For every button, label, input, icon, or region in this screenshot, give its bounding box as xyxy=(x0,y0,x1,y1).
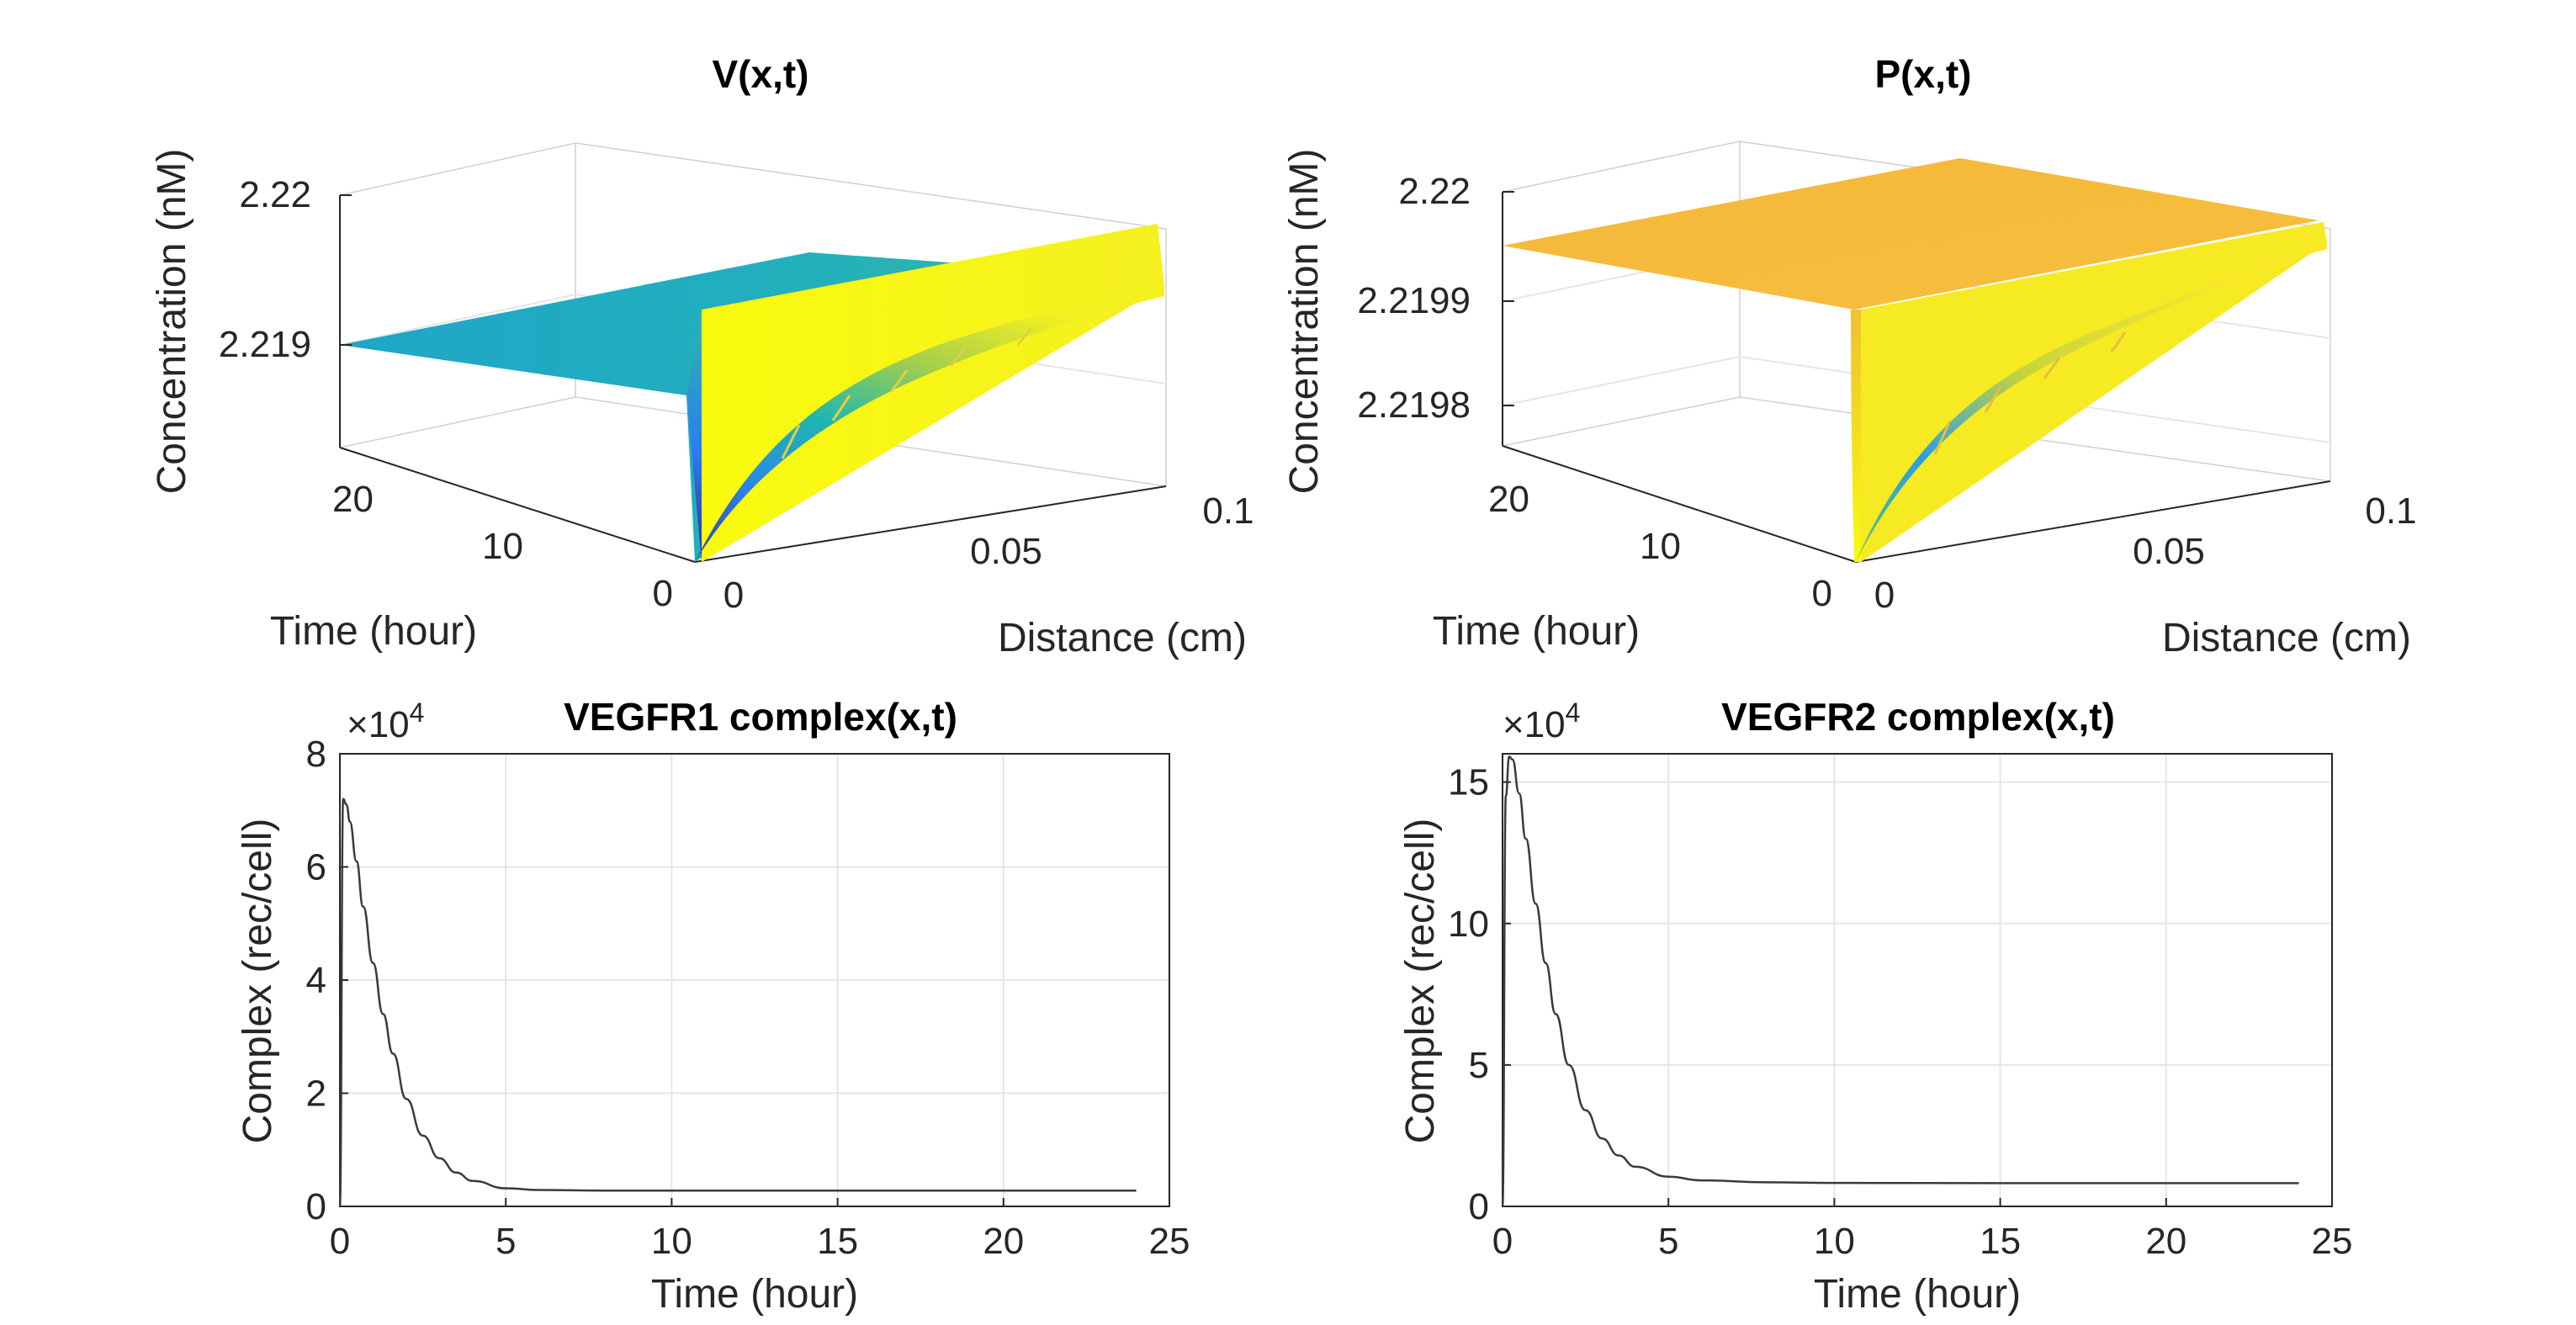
z-ticks: 2.22 2.219 xyxy=(219,174,352,365)
y-tick-label: 4 xyxy=(306,960,326,1001)
x-tick-label: 20 xyxy=(983,1221,1024,1262)
x-axis-label: Distance (cm) xyxy=(998,616,1247,660)
y-axis-label: Time (hour) xyxy=(270,609,477,654)
x-tick-label: 0.1 xyxy=(1202,490,1254,532)
line-chart-vegfr1: VEGFR1 complex(x,t) ×104 0 5 10 15 20 25 0246… xyxy=(236,695,1190,1317)
y-tick-label: 2 xyxy=(306,1073,326,1115)
plot-area xyxy=(1502,753,2333,1207)
x-tick-label: 15 xyxy=(1980,1221,2021,1262)
z-tick-label: 2.2198 xyxy=(1357,384,1471,426)
chart-title: VEGFR1 complex(x,t) xyxy=(564,695,957,739)
y-tick-label: 10 xyxy=(482,526,523,567)
x-ticks: 0 5 10 15 20 25 xyxy=(1492,1198,2353,1262)
x-tick-label: 0.05 xyxy=(970,531,1042,572)
y-tick-label: 0 xyxy=(306,1186,326,1227)
y-axis-label: Complex (rec/cell) xyxy=(236,819,280,1144)
x-tick-label: 0 xyxy=(1874,575,1895,616)
surface-plateau xyxy=(1503,158,2319,310)
box-floor-back xyxy=(1502,396,2331,482)
x-tick-label: 15 xyxy=(817,1221,858,1262)
surface-trough xyxy=(1851,310,1861,562)
y-tick-label: 8 xyxy=(306,734,326,775)
exponent-power: 4 xyxy=(1566,697,1581,728)
chart-title: VEGFR2 complex(x,t) xyxy=(1721,695,2115,739)
x-ticks: 0 0.05 0.1 xyxy=(724,490,1254,616)
y-ticks: 0 5 10 15 xyxy=(1448,762,1511,1227)
grid xyxy=(1502,754,2333,1207)
grid-line xyxy=(1502,356,1741,406)
y-tick-label: 0 xyxy=(653,573,673,614)
exponent-power: 4 xyxy=(410,697,425,728)
x-tick-label: 5 xyxy=(496,1221,516,1262)
surface-ridge xyxy=(702,224,1164,562)
y-tick-label: 5 xyxy=(1469,1045,1489,1086)
x-tick-label: 10 xyxy=(1814,1221,1855,1262)
y-tick-label: 20 xyxy=(332,479,374,520)
x-tick-label: 5 xyxy=(1658,1221,1678,1262)
exponent-base: ×10 xyxy=(1503,704,1566,745)
exponent-label: ×104 xyxy=(347,697,424,745)
x-tick-label: 25 xyxy=(2312,1221,2353,1262)
y-tick-label: 6 xyxy=(306,847,326,888)
x-tick-label: 0 xyxy=(330,1221,350,1262)
x-tick-label: 20 xyxy=(2145,1221,2186,1262)
box-floor-back xyxy=(339,396,1167,487)
surface-plot-v: V(x,t) 2.22 2.219 20 10 0 0 0.05 xyxy=(150,52,1254,660)
x-ticks: 0 5 10 15 20 25 xyxy=(330,1198,1190,1262)
x-axis xyxy=(1855,480,2331,563)
surface-trough xyxy=(686,310,702,562)
z-tick-label: 2.219 xyxy=(219,324,311,365)
y-axis-label: Complex (rec/cell) xyxy=(1398,819,1443,1144)
x-tick-label: 0.1 xyxy=(2365,490,2416,532)
x-tick-label: 25 xyxy=(1149,1221,1190,1262)
line-chart-vegfr2: VEGFR2 complex(x,t) ×104 0 5 10 15 20 25 0 5 10… xyxy=(1398,695,2352,1317)
x-tick-label: 10 xyxy=(651,1221,692,1262)
y-tick-label: 10 xyxy=(1640,526,1681,567)
x-tick-label: 0.05 xyxy=(2133,531,2205,572)
x-tick-label: 0 xyxy=(1492,1221,1513,1262)
x-axis-label: Distance (cm) xyxy=(2162,616,2411,660)
y-tick-label: 0 xyxy=(1812,573,1832,614)
grid-line xyxy=(339,294,576,346)
z-ticks: 2.22 2.2199 2.2198 xyxy=(1357,171,1514,426)
y-axis-label: Time (hour) xyxy=(1433,609,1640,654)
y-tick-label: 15 xyxy=(1448,762,1489,803)
surface-plot-p: P(x,t) 2.22 2.2199 2.2198 20 10 0 0 xyxy=(1282,52,2417,660)
y-axis xyxy=(1502,445,1857,563)
x-ticks: 0 0.05 0.1 xyxy=(1874,490,2417,616)
chart-title: V(x,t) xyxy=(713,52,809,96)
chart-title: P(x,t) xyxy=(1875,52,1972,96)
z-tick-label: 2.22 xyxy=(239,174,311,215)
surface-ridge xyxy=(1861,222,2327,562)
series-line xyxy=(1501,755,2299,1208)
z-tick-label: 2.2199 xyxy=(1357,280,1471,321)
y-tick-label: 20 xyxy=(1488,479,1529,520)
x-axis xyxy=(694,485,1167,563)
grid xyxy=(339,753,1170,1207)
z-axis-label: Concentration (nM) xyxy=(1282,149,1327,495)
series-line xyxy=(338,798,1137,1208)
surface-facets xyxy=(781,327,1033,459)
y-tick-label: 10 xyxy=(1448,904,1489,945)
z-axis-label: Concentration (nM) xyxy=(150,149,194,495)
z-tick-label: 2.22 xyxy=(1398,171,1471,212)
x-axis-label: Time (hour) xyxy=(1814,1272,2021,1317)
surface-facets xyxy=(1933,331,2127,455)
y-tick-label: 0 xyxy=(1469,1186,1489,1227)
y-axis xyxy=(339,447,696,563)
box-edges xyxy=(339,142,1167,486)
exponent-label: ×104 xyxy=(1503,697,1580,745)
y-ticks: 0 2 4 6 8 xyxy=(306,734,348,1227)
x-axis-label: Time (hour) xyxy=(651,1272,858,1317)
y-ticks: 20 10 0 xyxy=(1488,479,1832,614)
exponent-base: ×10 xyxy=(347,704,410,745)
y-ticks: 20 10 0 xyxy=(332,479,673,614)
x-tick-label: 0 xyxy=(724,575,744,616)
